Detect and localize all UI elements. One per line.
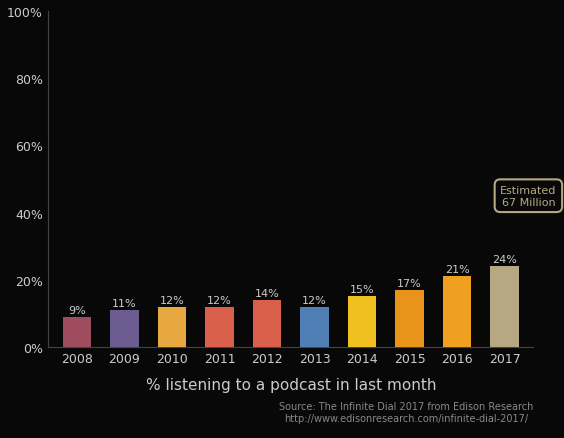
- Bar: [300, 307, 329, 347]
- Text: Estimated
67 Million: Estimated 67 Million: [500, 185, 557, 207]
- Bar: [158, 307, 186, 347]
- Bar: [110, 310, 139, 347]
- Bar: [443, 277, 472, 347]
- Bar: [205, 307, 233, 347]
- Text: 15%: 15%: [350, 285, 374, 295]
- Text: 12%: 12%: [160, 295, 184, 305]
- Text: 12%: 12%: [302, 295, 327, 305]
- X-axis label: % listening to a podcast in last month: % listening to a podcast in last month: [146, 377, 436, 392]
- Bar: [490, 267, 519, 347]
- Bar: [348, 297, 376, 347]
- Text: 12%: 12%: [207, 295, 232, 305]
- Text: 14%: 14%: [254, 288, 279, 298]
- Bar: [395, 290, 424, 347]
- Text: 9%: 9%: [68, 305, 86, 315]
- Bar: [63, 317, 91, 347]
- Bar: [253, 300, 281, 347]
- Text: 21%: 21%: [445, 265, 469, 275]
- Text: 17%: 17%: [397, 278, 422, 288]
- Text: 24%: 24%: [492, 254, 517, 265]
- Text: Source: The Infinite Dial 2017 from Edison Research
http://www.edisonresearch.co: Source: The Infinite Dial 2017 from Edis…: [279, 401, 534, 423]
- Text: 11%: 11%: [112, 298, 136, 308]
